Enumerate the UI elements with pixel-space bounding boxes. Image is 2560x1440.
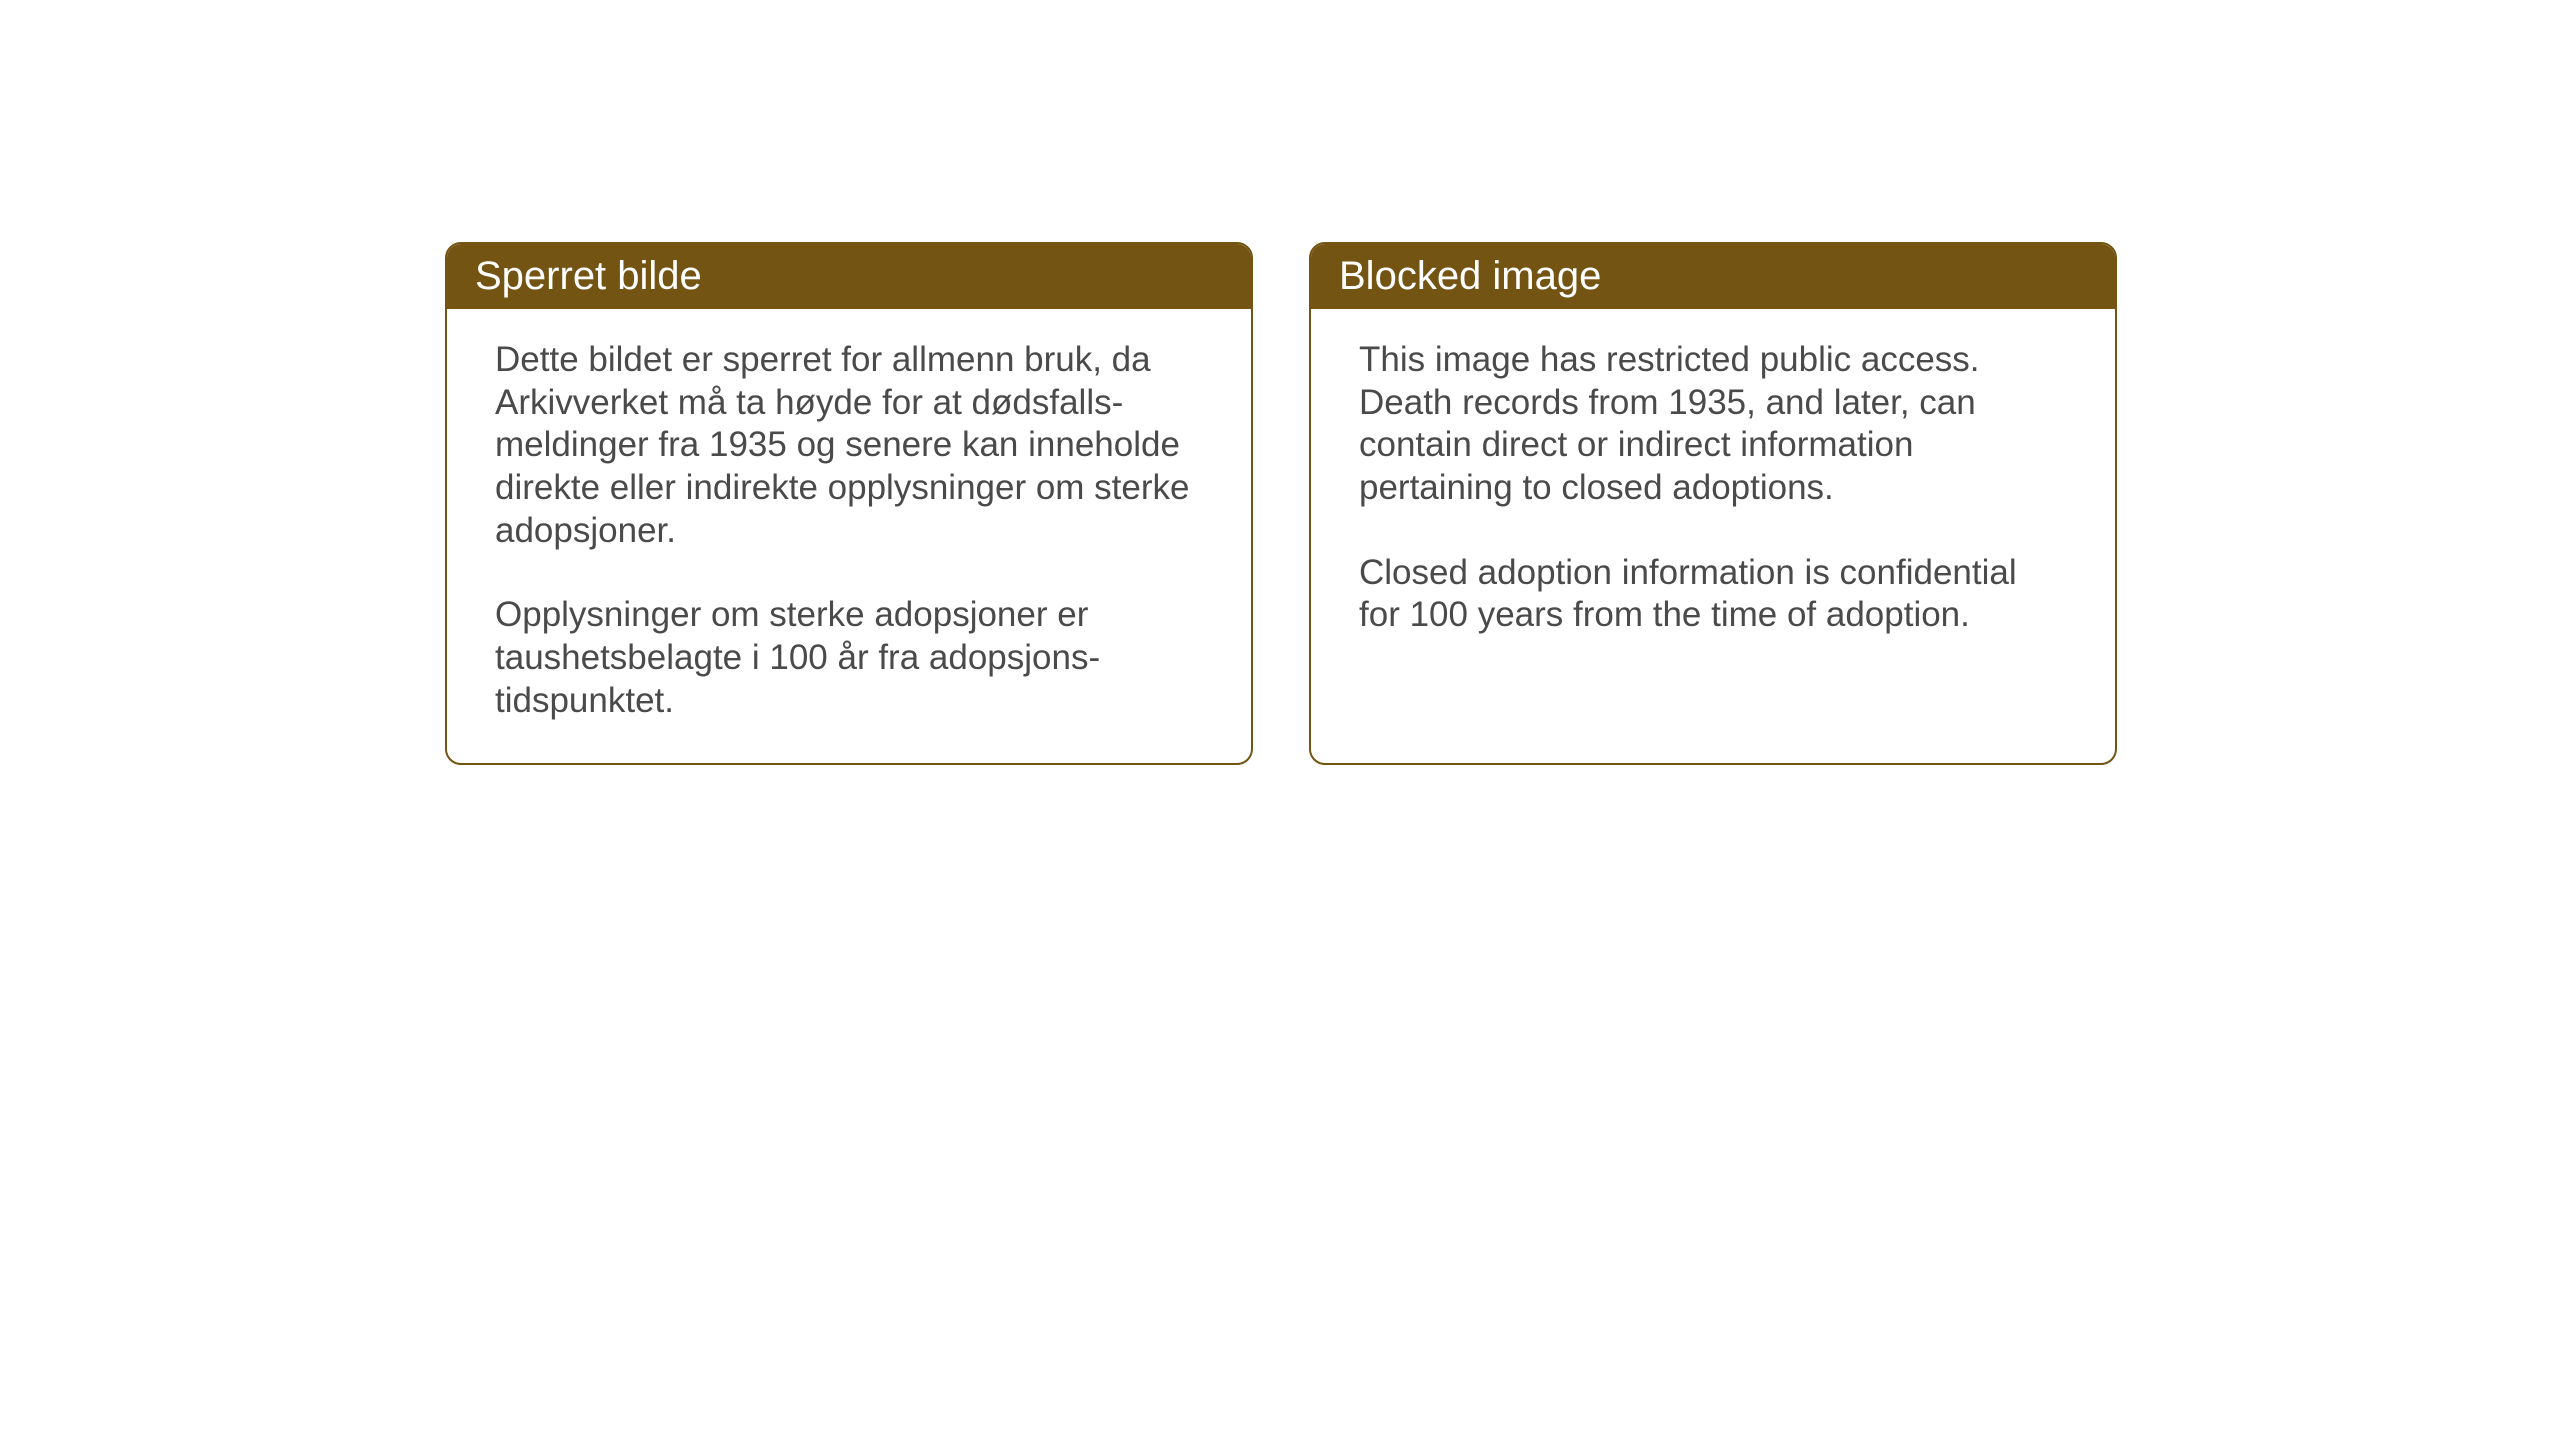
english-paragraph-2: Closed adoption information is confident…: [1359, 552, 2067, 637]
norwegian-card-body: Dette bildet er sperret for allmenn bruk…: [447, 309, 1251, 763]
english-notice-card: Blocked image This image has restricted …: [1309, 242, 2117, 765]
english-card-title: Blocked image: [1311, 244, 2115, 309]
norwegian-paragraph-2: Opplysninger om sterke adopsjoner er tau…: [495, 594, 1203, 722]
notice-cards-container: Sperret bilde Dette bildet er sperret fo…: [445, 242, 2117, 765]
norwegian-paragraph-1: Dette bildet er sperret for allmenn bruk…: [495, 339, 1203, 552]
english-card-body: This image has restricted public access.…: [1311, 309, 2115, 677]
norwegian-notice-card: Sperret bilde Dette bildet er sperret fo…: [445, 242, 1253, 765]
norwegian-card-title: Sperret bilde: [447, 244, 1251, 309]
english-paragraph-1: This image has restricted public access.…: [1359, 339, 2067, 510]
